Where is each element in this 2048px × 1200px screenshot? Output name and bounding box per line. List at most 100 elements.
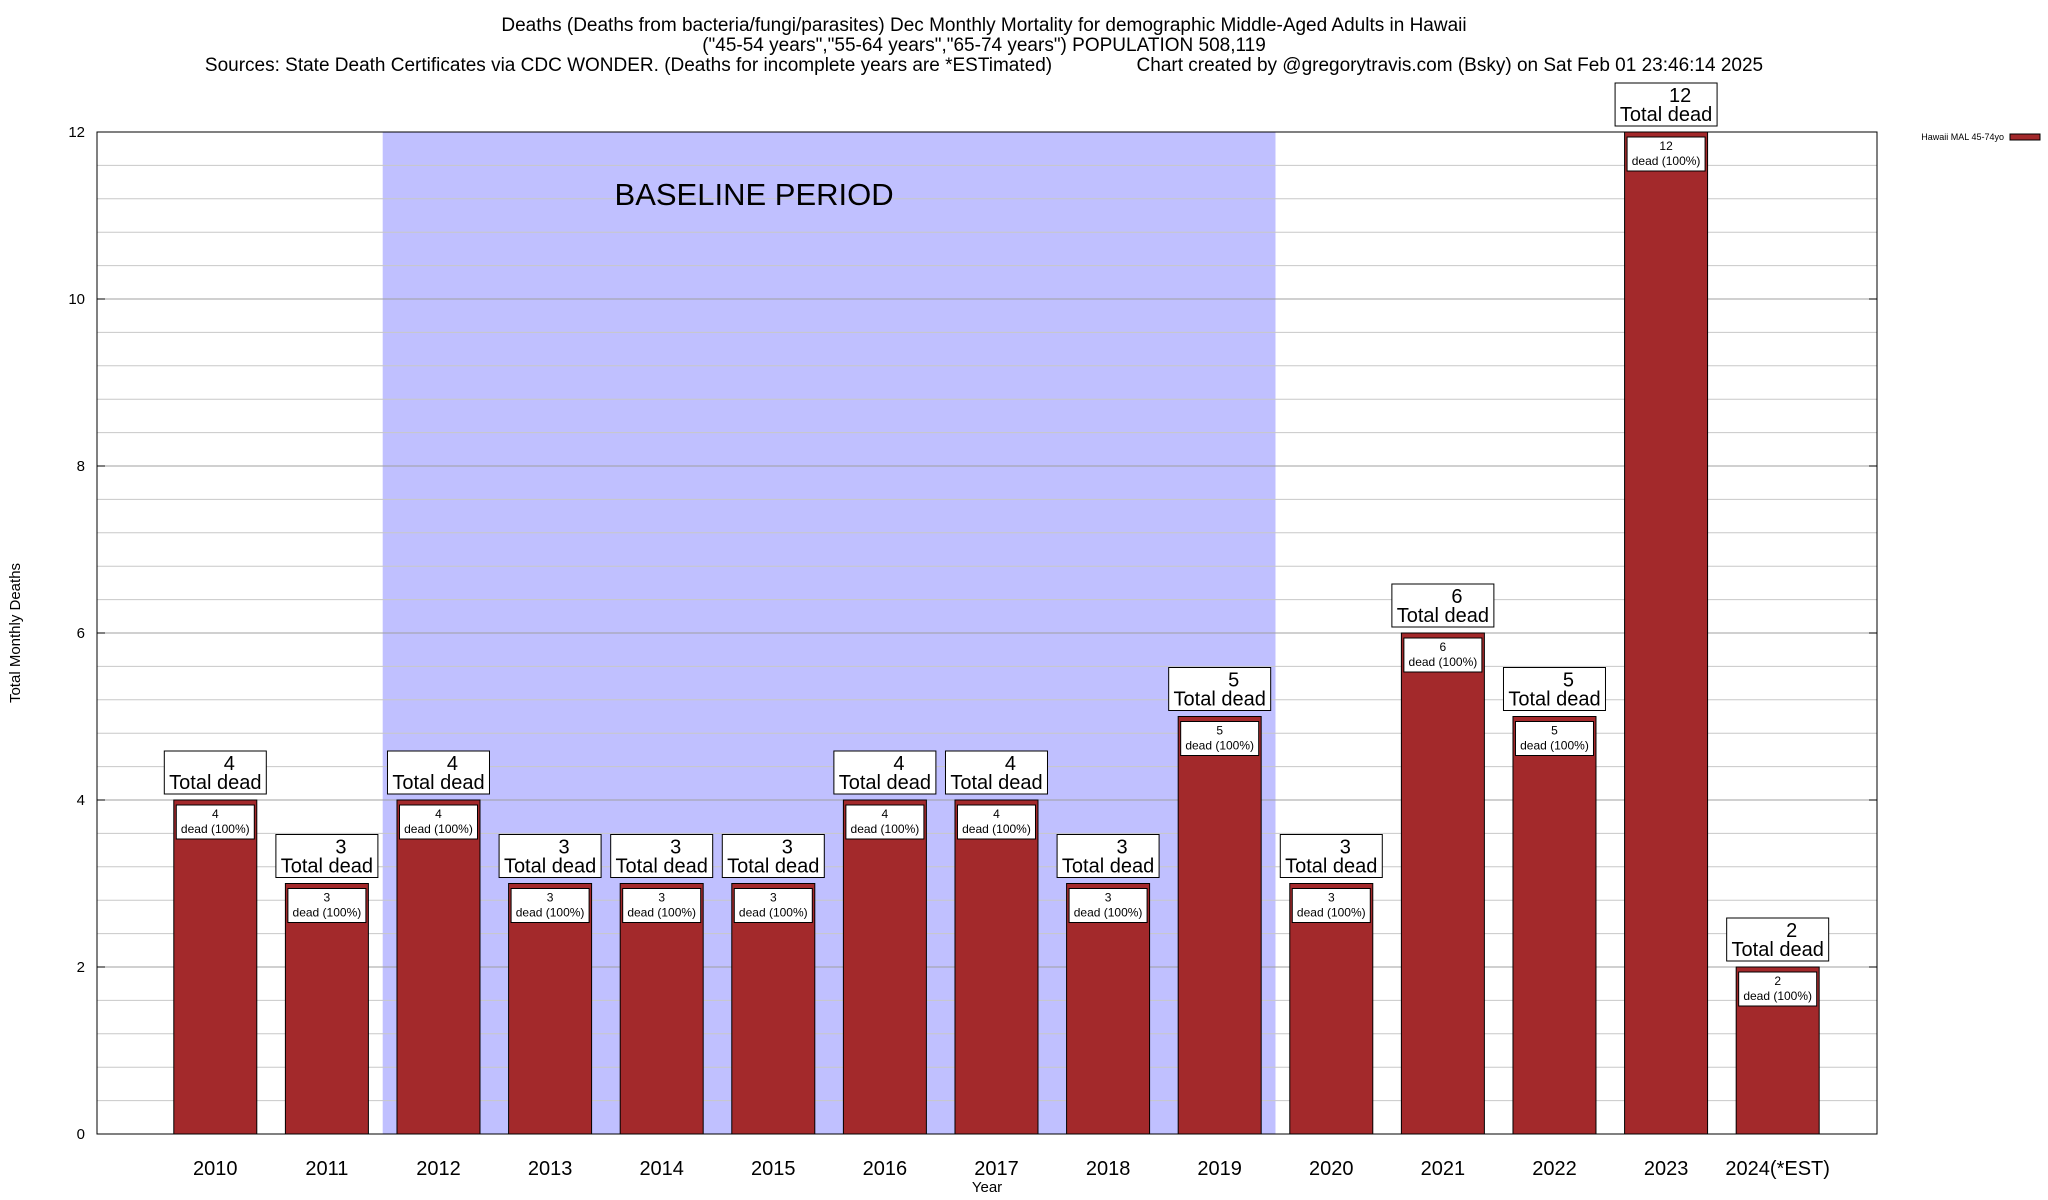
total-label-value: 3 [782,837,793,859]
inner-label-text: dead (100%) [1409,655,1478,669]
total-label-value: 3 [335,837,346,859]
y-tick-label: 2 [77,959,85,976]
total-label-box [1168,667,1272,711]
inner-label-box [1180,721,1260,756]
total-label-box [1056,834,1160,878]
bar-2017 [954,799,1039,1135]
inner-label-box [1626,136,1706,172]
bar-2022 [1512,716,1597,1135]
x-tick-label: 2015 [751,1158,796,1180]
bar-2020 [1289,883,1374,1135]
total-label-box [833,750,937,795]
total-label-box [275,834,379,878]
inner-label-value: 4 [993,807,1000,821]
bar-2018 [1066,883,1151,1135]
inner-label-text: dead (100%) [1520,739,1589,753]
total-label-text: Total dead [1732,939,1824,961]
chart-title-line-3: Sources: State Death Certificates via CD… [205,55,1763,76]
inner-label-box [510,888,590,923]
inner-label-text: dead (100%) [1632,154,1701,168]
y-tick-label: 10 [68,291,85,308]
total-label-box [1614,82,1718,127]
bar-2016 [842,799,927,1135]
inner-label-box [845,804,925,840]
inner-label-box [1291,888,1371,923]
inner-label-text: dead (100%) [962,822,1031,836]
total-label-text: Total dead [616,856,708,878]
bar-2011 [284,883,369,1135]
y-tick-label: 0 [77,1126,85,1143]
total-label-value: 12 [1669,85,1691,107]
total-label-box [721,834,825,878]
inner-label-box [398,804,478,840]
total-label-text: Total dead [839,772,931,794]
inner-label-box [733,888,813,923]
inner-label-value: 6 [1440,640,1447,654]
x-tick-label: 2016 [863,1158,908,1180]
x-tick-label: 2024(*EST) [1725,1158,1830,1180]
total-label-box [1502,667,1606,711]
total-label-box [1726,917,1830,962]
legend-entry-swatch [2009,133,2041,141]
x-tick-label: 2014 [639,1158,684,1180]
total-label-box [1279,834,1383,878]
x-tick-label: 2018 [1086,1158,1131,1180]
inner-label-box [1068,888,1148,923]
x-tick-label: 2017 [974,1158,1019,1180]
y-tick-label: 4 [77,792,85,809]
bar-2015 [731,883,816,1135]
total-label-text: Total dead [1174,689,1266,711]
x-tick-label: 2022 [1532,1158,1577,1180]
bar-2023 [1624,131,1709,1135]
inner-label-value: 3 [770,891,777,905]
x-tick-label: 2019 [1197,1158,1242,1180]
inner-label-text: dead (100%) [627,906,696,920]
total-label-value: 4 [1005,753,1016,775]
total-label-value: 3 [1340,837,1351,859]
x-tick-label: 2013 [528,1158,573,1180]
inner-label-value: 3 [1328,891,1335,905]
total-label-text: Total dead [169,772,261,794]
inner-label-text: dead (100%) [516,906,585,920]
total-label-value: 4 [224,753,235,775]
legend-entry-label: Hawaii MAL 45-74yo [1921,132,2004,142]
bar-2013 [508,883,593,1135]
total-label-text: Total dead [392,772,484,794]
total-label-box [386,750,490,795]
inner-label-value: 3 [658,891,665,905]
x-axis-title: Year [972,1179,1002,1196]
total-label-text: Total dead [950,772,1042,794]
bar-2014 [619,883,704,1135]
inner-label-box [956,804,1036,840]
total-label-text: Total dead [504,856,596,878]
inner-label-value: 3 [547,891,554,905]
total-label-text: Total dead [1397,605,1489,627]
x-tick-label: 2023 [1644,1158,1689,1180]
total-label-box [498,834,602,878]
inner-label-text: dead (100%) [1743,989,1812,1003]
total-label-value: 3 [670,837,681,859]
y-axis-title: Total Monthly Deaths [7,563,24,703]
chart-bars [173,131,1820,1135]
chart-title-line-2: ("45-54 years","55-64 years","65-74 year… [702,35,1266,56]
inner-label-box [622,888,702,923]
inner-label-text: dead (100%) [739,906,808,920]
total-label-value: 3 [1117,837,1128,859]
total-label-value: 6 [1451,586,1462,608]
total-label-text: Total dead [1620,104,1712,126]
inner-label-box [1514,721,1594,756]
inner-label-box [1403,637,1483,673]
x-tick-label: 2012 [416,1158,461,1180]
inner-label-value: 4 [212,807,219,821]
total-label-text: Total dead [727,856,819,878]
total-label-value: 4 [447,753,458,775]
bar-2019 [1177,716,1262,1135]
baseline-period-label: BASELINE PERIOD [615,177,894,212]
total-label-box [163,750,267,795]
inner-label-value: 12 [1659,139,1673,153]
x-tick-label: 2021 [1421,1158,1466,1180]
inner-label-value: 3 [1105,891,1112,905]
total-label-value: 2 [1786,920,1797,942]
chart-title: Deaths (Deaths from bacteria/fungi/paras… [205,15,1763,76]
